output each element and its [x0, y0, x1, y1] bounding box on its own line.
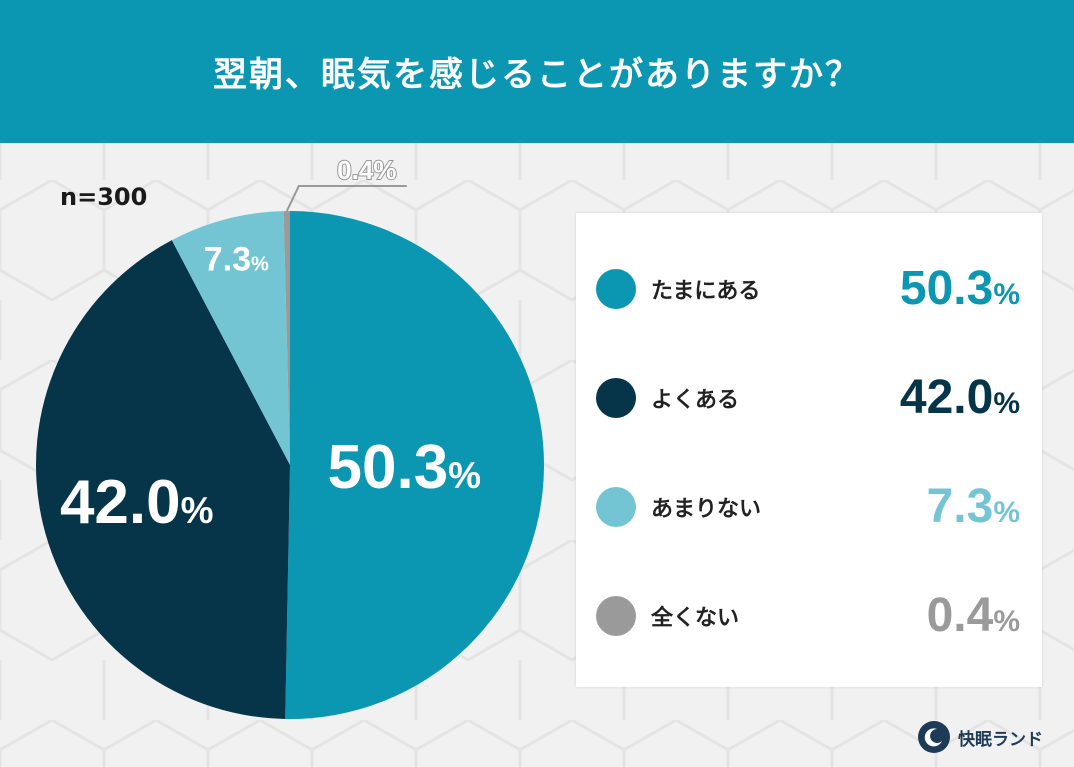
legend-swatch: [596, 487, 636, 527]
legend: たまにある 50.3% よくある 42.0% あまりない 7.3% 全くない 0.4%: [576, 213, 1042, 687]
pie-slice-1: [285, 211, 544, 719]
legend-value: 42.0%: [899, 371, 1020, 424]
pie-slice-3: [171, 211, 290, 465]
legend-swatch: [596, 269, 636, 309]
pie-slice-4: [283, 211, 290, 465]
slice-data-label: 0.4%: [337, 155, 396, 185]
leader-line: [285, 185, 407, 212]
slice-data-label: 50.3%: [328, 433, 482, 502]
legend-value: 50.3%: [899, 262, 1020, 315]
legend-value: 7.3%: [926, 480, 1020, 533]
legend-item: あまりない 7.3%: [576, 477, 1042, 537]
legend-item: よくある 42.0%: [576, 368, 1042, 428]
legend-swatch: [596, 378, 636, 418]
brand-logo: 快眠ランド: [918, 721, 1043, 753]
sample-size-label: n=300: [60, 183, 148, 211]
chart-title: 翌朝、眠気を感じることがありますか？: [213, 55, 861, 95]
legend-label: たまにある: [651, 279, 761, 304]
legend-label: よくある: [651, 388, 740, 413]
legend-label: あまりない: [651, 497, 762, 522]
header-banner: 翌朝、眠気を感じることがありますか？: [0, 0, 1074, 143]
legend-item: たまにある 50.3%: [576, 259, 1042, 319]
moon-logo-icon: [918, 721, 950, 753]
brand-name: 快眠ランド: [958, 729, 1043, 750]
pie-chart: 50.3% 42.0% 7.3% 0.4%: [35, 154, 544, 719]
slice-data-label: 7.3%: [204, 240, 269, 278]
legend-swatch: [596, 596, 636, 636]
slice-data-label: 42.0%: [60, 468, 214, 537]
legend-value: 0.4%: [926, 589, 1020, 642]
legend-label: 全くない: [651, 606, 740, 631]
pie-slice-2: [35, 240, 291, 719]
legend-item: 全くない 0.4%: [576, 586, 1042, 646]
